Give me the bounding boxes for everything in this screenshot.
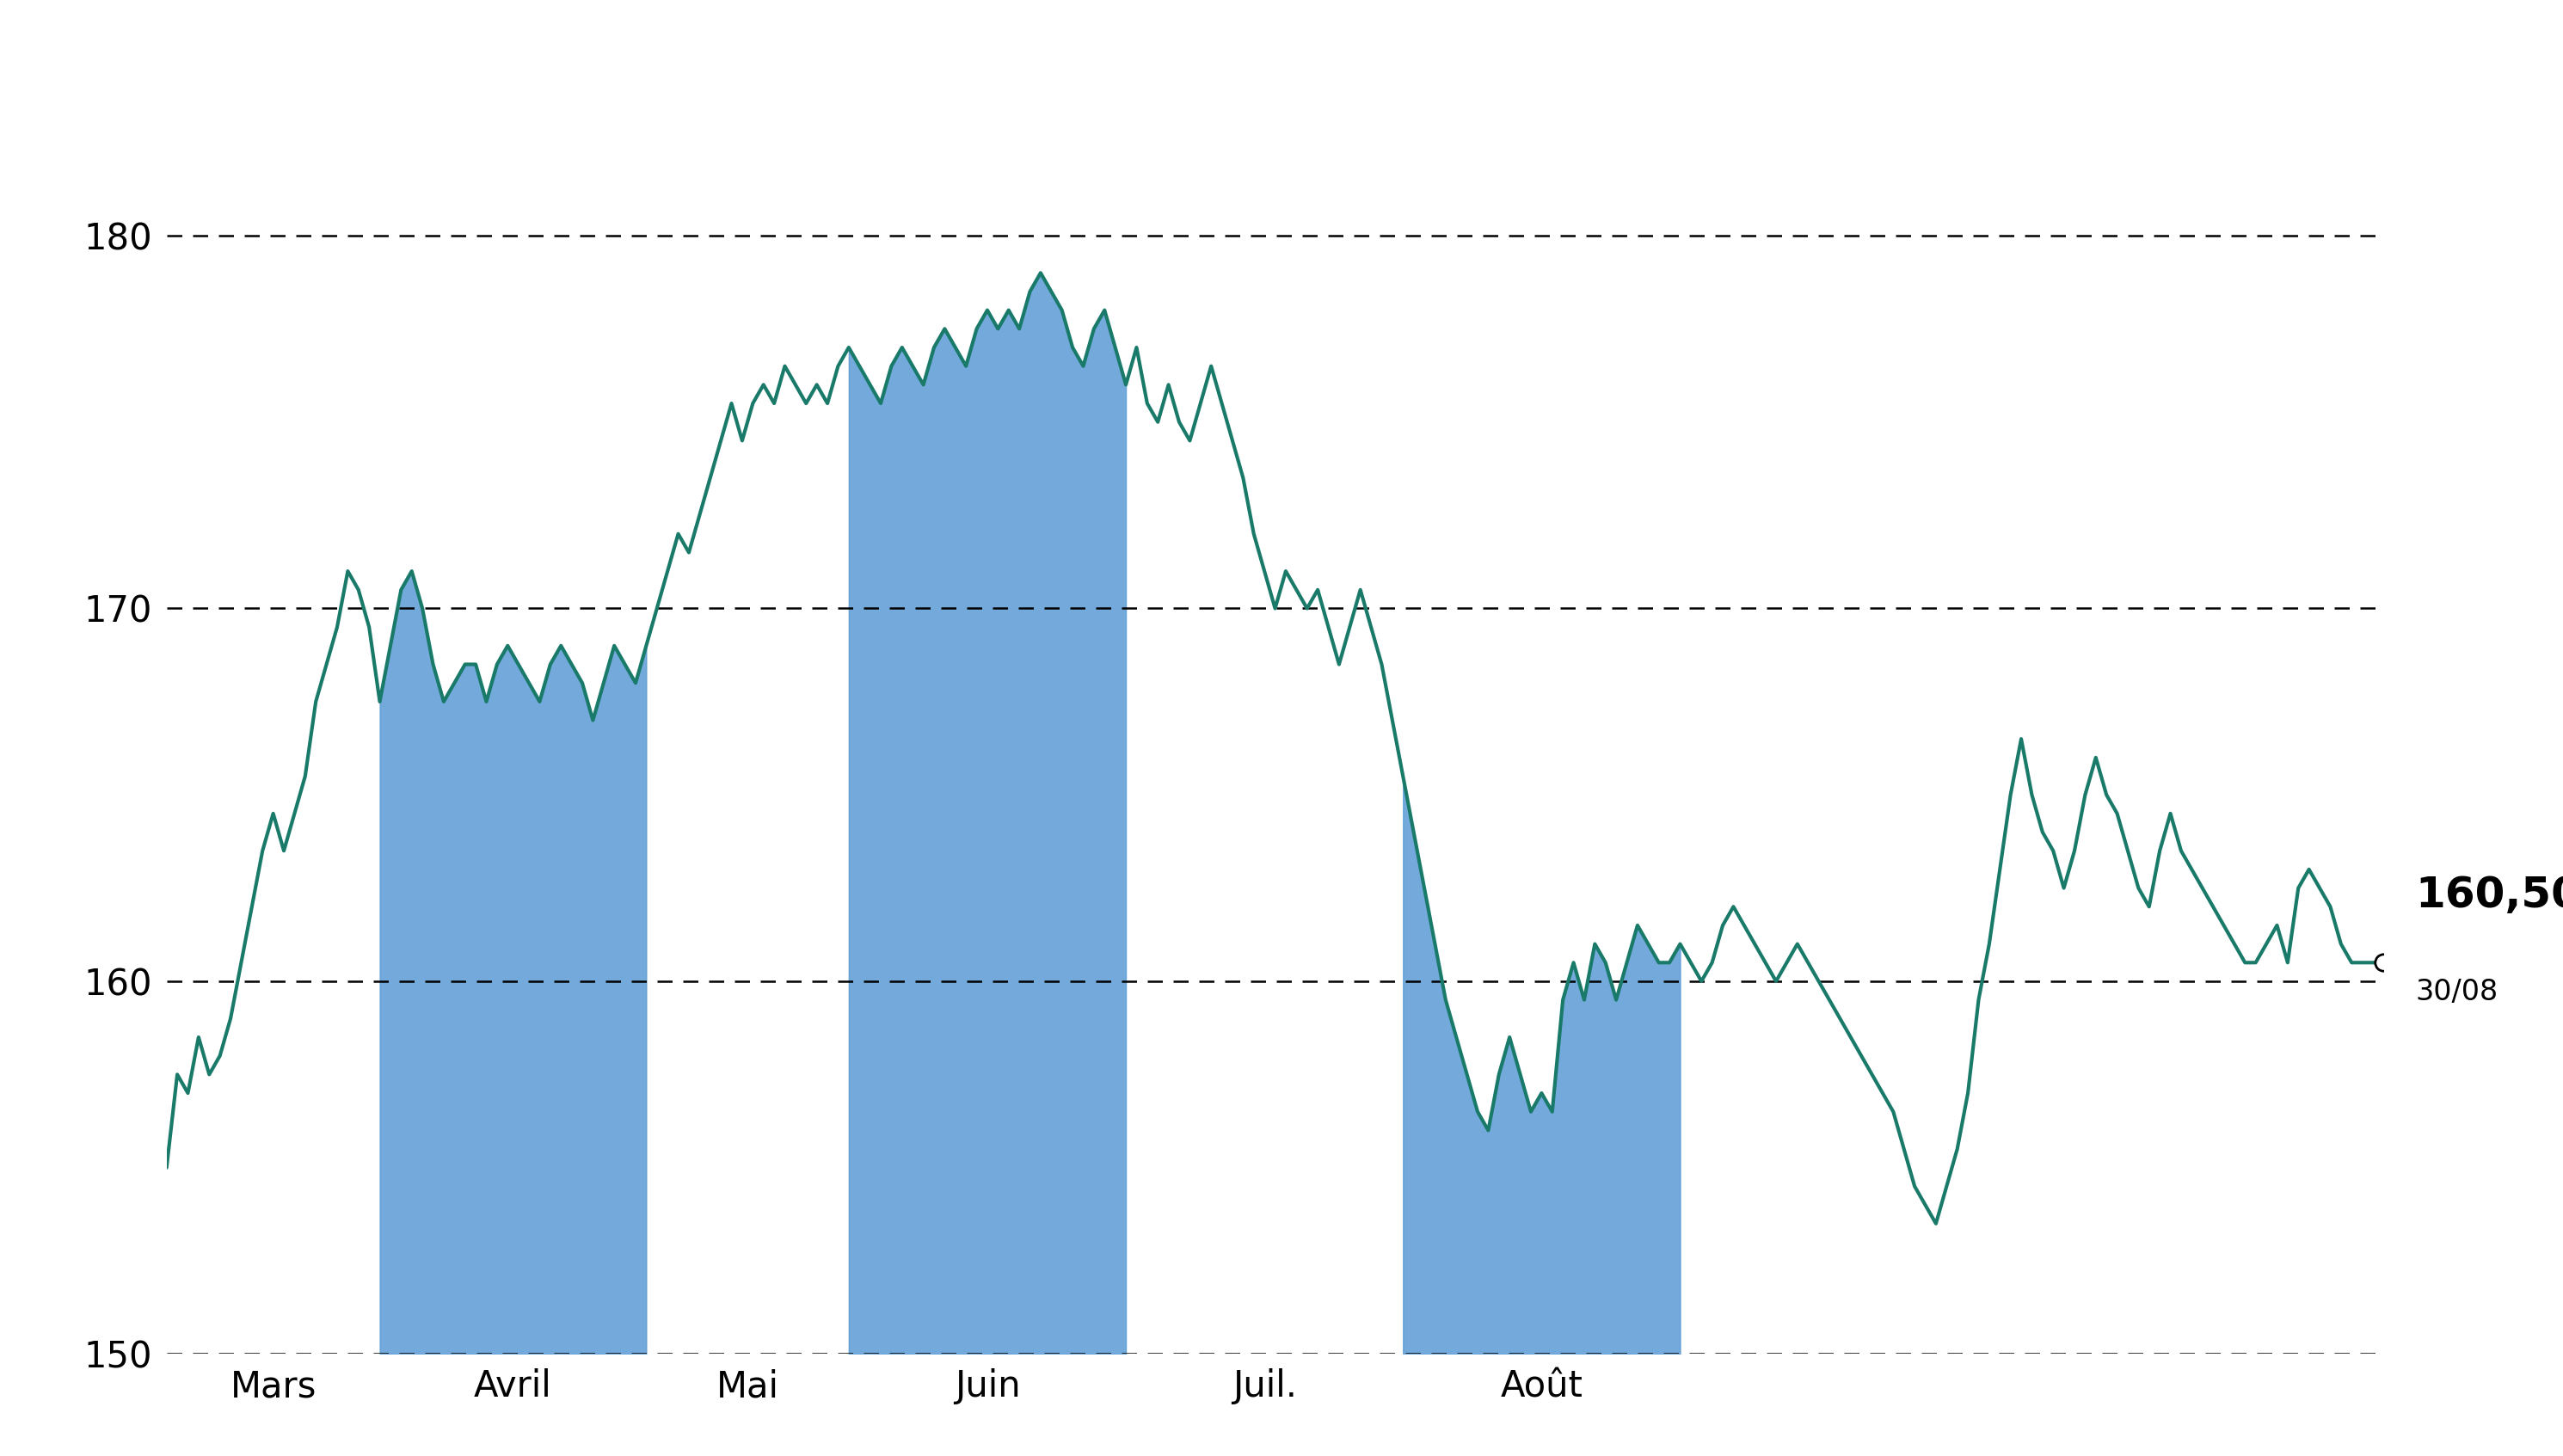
Text: 160,50: 160,50 — [2414, 875, 2563, 916]
Text: 30/08: 30/08 — [2414, 978, 2499, 1006]
Text: TotalEnergiesGabon: TotalEnergiesGabon — [797, 20, 1766, 103]
